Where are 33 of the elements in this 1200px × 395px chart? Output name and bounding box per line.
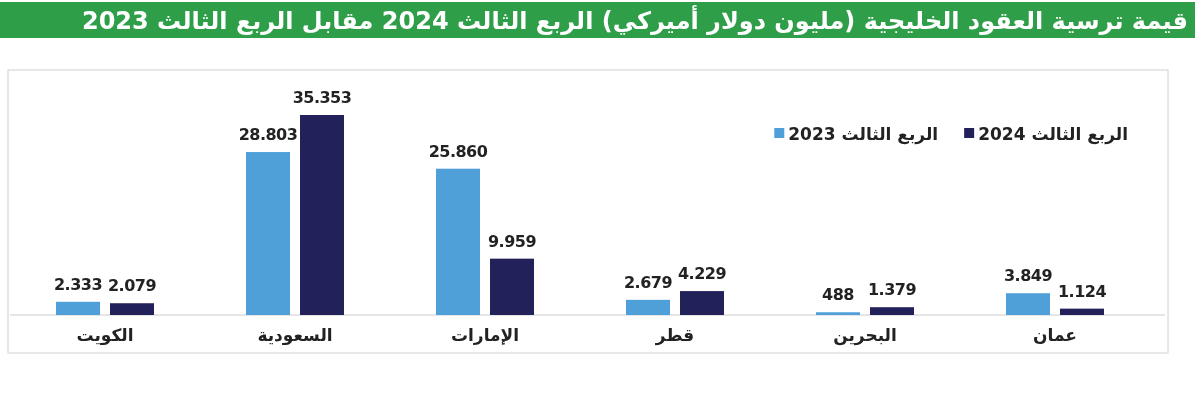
bar bbox=[1060, 308, 1104, 315]
legend-label: الربع الثالث 2024 bbox=[978, 124, 1128, 145]
data-label: 488 bbox=[822, 285, 855, 305]
data-label: 9.959 bbox=[487, 231, 537, 251]
bar bbox=[246, 152, 290, 315]
data-label: 3.849 bbox=[1003, 266, 1053, 286]
bar bbox=[626, 299, 670, 315]
bar bbox=[110, 303, 154, 315]
bar bbox=[436, 168, 480, 315]
data-label: 1.379 bbox=[867, 280, 917, 300]
data-label: 4.229 bbox=[677, 264, 727, 284]
data-label: 2.079 bbox=[107, 276, 157, 296]
data-label: 35.353 bbox=[292, 88, 352, 107]
bar bbox=[816, 312, 860, 315]
data-label: 1.124 bbox=[1057, 281, 1107, 301]
x-tick-label: الإمارات bbox=[450, 325, 520, 345]
bar bbox=[870, 307, 914, 315]
bar bbox=[1006, 293, 1050, 315]
data-label: 2.333 bbox=[53, 274, 103, 294]
x-tick-label: عمان bbox=[1033, 325, 1077, 345]
bar bbox=[300, 115, 344, 315]
bar bbox=[490, 258, 534, 315]
x-tick-label: البحرين bbox=[833, 325, 897, 346]
chart-title: قيمة ترسية العقود الخليجية (مليون دولار أميركي) الربع الثالث 2024 مقابل الربع الثالث 2023 bbox=[81, 5, 1188, 35]
data-label: 28.803 bbox=[238, 125, 298, 145]
x-tick-label: السعودية bbox=[257, 325, 333, 346]
legend-label: الربع الثالث 2023 bbox=[788, 124, 939, 145]
data-label: 25.860 bbox=[428, 141, 488, 161]
data-label: 2.679 bbox=[623, 272, 673, 292]
bar bbox=[680, 291, 724, 315]
bar bbox=[56, 301, 100, 315]
x-tick-label: قطر bbox=[654, 325, 695, 346]
x-tick-label: الكويت bbox=[76, 325, 134, 346]
